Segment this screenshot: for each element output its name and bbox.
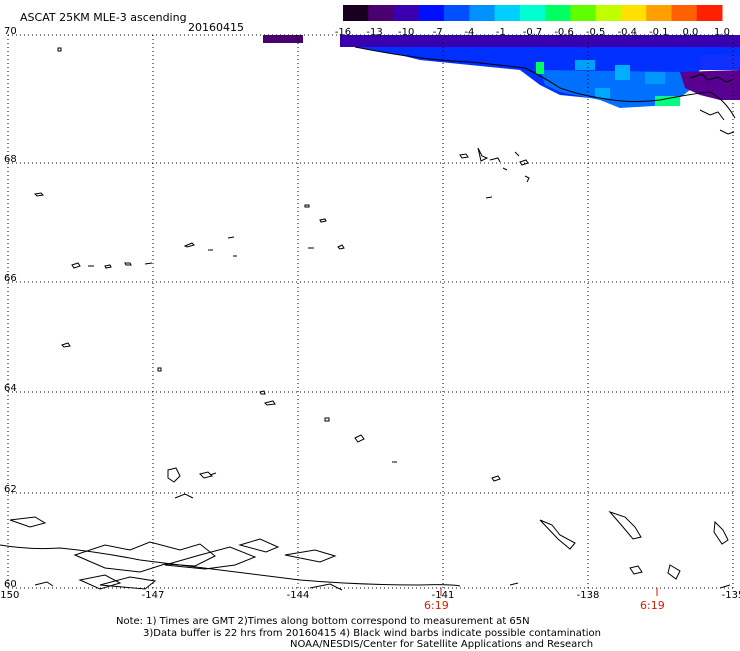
footer-credit: NOAA/NESDIS/Center for Satellite Applica…: [290, 639, 594, 650]
colorbar-swatch: [444, 5, 470, 21]
swath-purple-corner: [680, 70, 740, 100]
swath-cyan-c: [645, 72, 665, 84]
time-ticks: [440, 588, 658, 596]
colorbar-swatch: [620, 5, 647, 21]
longitude-label: -147: [141, 590, 165, 601]
colorbar-tick-label: -0.1: [649, 27, 669, 38]
latitude-label: 68: [4, 154, 17, 165]
longitude-label: -135: [721, 590, 740, 601]
footer-note-2: 3)Data buffer is 22 hrs from 20160415 4)…: [143, 628, 601, 639]
footer-note-1: Note: 1) Times are GMT 2)Times along bot…: [116, 616, 530, 627]
colorbar-tick-label: -10: [397, 27, 415, 38]
latitude-label: 62: [4, 484, 17, 495]
colorbar-tick-label: -4: [464, 27, 475, 38]
colorbar: [343, 5, 723, 21]
time-label-2: 6:19: [640, 599, 665, 612]
swath-green-b: [655, 96, 680, 106]
chart-title: ASCAT 25KM MLE-3 ascending: [20, 11, 187, 24]
colorbar-swatch: [696, 5, 723, 21]
swath-cyan-d: [595, 88, 610, 98]
longitude-label: -141: [431, 590, 455, 601]
colorbar-tick-label: 0.0: [682, 27, 699, 38]
colorbar-swatch: [393, 5, 420, 21]
colorbar-swatch: [595, 5, 622, 21]
colorbar-swatch: [418, 5, 445, 21]
latitude-label: 70: [4, 26, 17, 37]
colorbar-tick-label: -0.5: [585, 27, 606, 38]
swath-cyan-b: [615, 65, 630, 80]
latitude-label: 60: [4, 579, 17, 590]
swath-purple-top: [263, 35, 303, 43]
longitude-label: -150: [0, 590, 20, 601]
swath-cyan-a: [575, 60, 595, 70]
swath-deep-purple: [340, 35, 740, 47]
colorbar-tick-label: -16: [334, 27, 352, 38]
longitude-label: -138: [576, 590, 600, 601]
colorbar-swatch: [368, 5, 395, 21]
swath-blue-upper-right: [700, 55, 740, 70]
longitude-label: -144: [286, 590, 310, 601]
colorbar-swatch: [646, 5, 672, 21]
latitude-label: 66: [4, 273, 17, 284]
date-label: 20160415: [188, 21, 244, 34]
colorbar-tick-label: -1: [495, 27, 506, 38]
colorbar-tick-label: -7: [432, 27, 443, 38]
colorbar-tick-label: -0.6: [554, 27, 574, 38]
colorbar-swatch: [519, 5, 546, 21]
colorbar-tick-label: -0.7: [522, 27, 543, 38]
swath-green-a: [536, 62, 544, 74]
colorbar-swatch: [343, 5, 369, 21]
colorbar-swatch: [570, 5, 597, 21]
colorbar-swatch: [469, 5, 496, 21]
colorbar-swatch: [494, 5, 521, 21]
colorbar-swatch: [671, 5, 698, 21]
coastlines: [0, 46, 736, 591]
graticule: [7, 34, 734, 589]
colorbar-tick-label: 1.0: [714, 27, 730, 38]
colorbar-tick-label: -13: [366, 27, 383, 38]
latitude-label: 64: [4, 383, 17, 394]
time-label-1: 6:19: [424, 599, 449, 612]
colorbar-swatch: [545, 5, 571, 21]
colorbar-tick-label: -0.4: [617, 27, 638, 38]
data-swath: [263, 35, 740, 108]
